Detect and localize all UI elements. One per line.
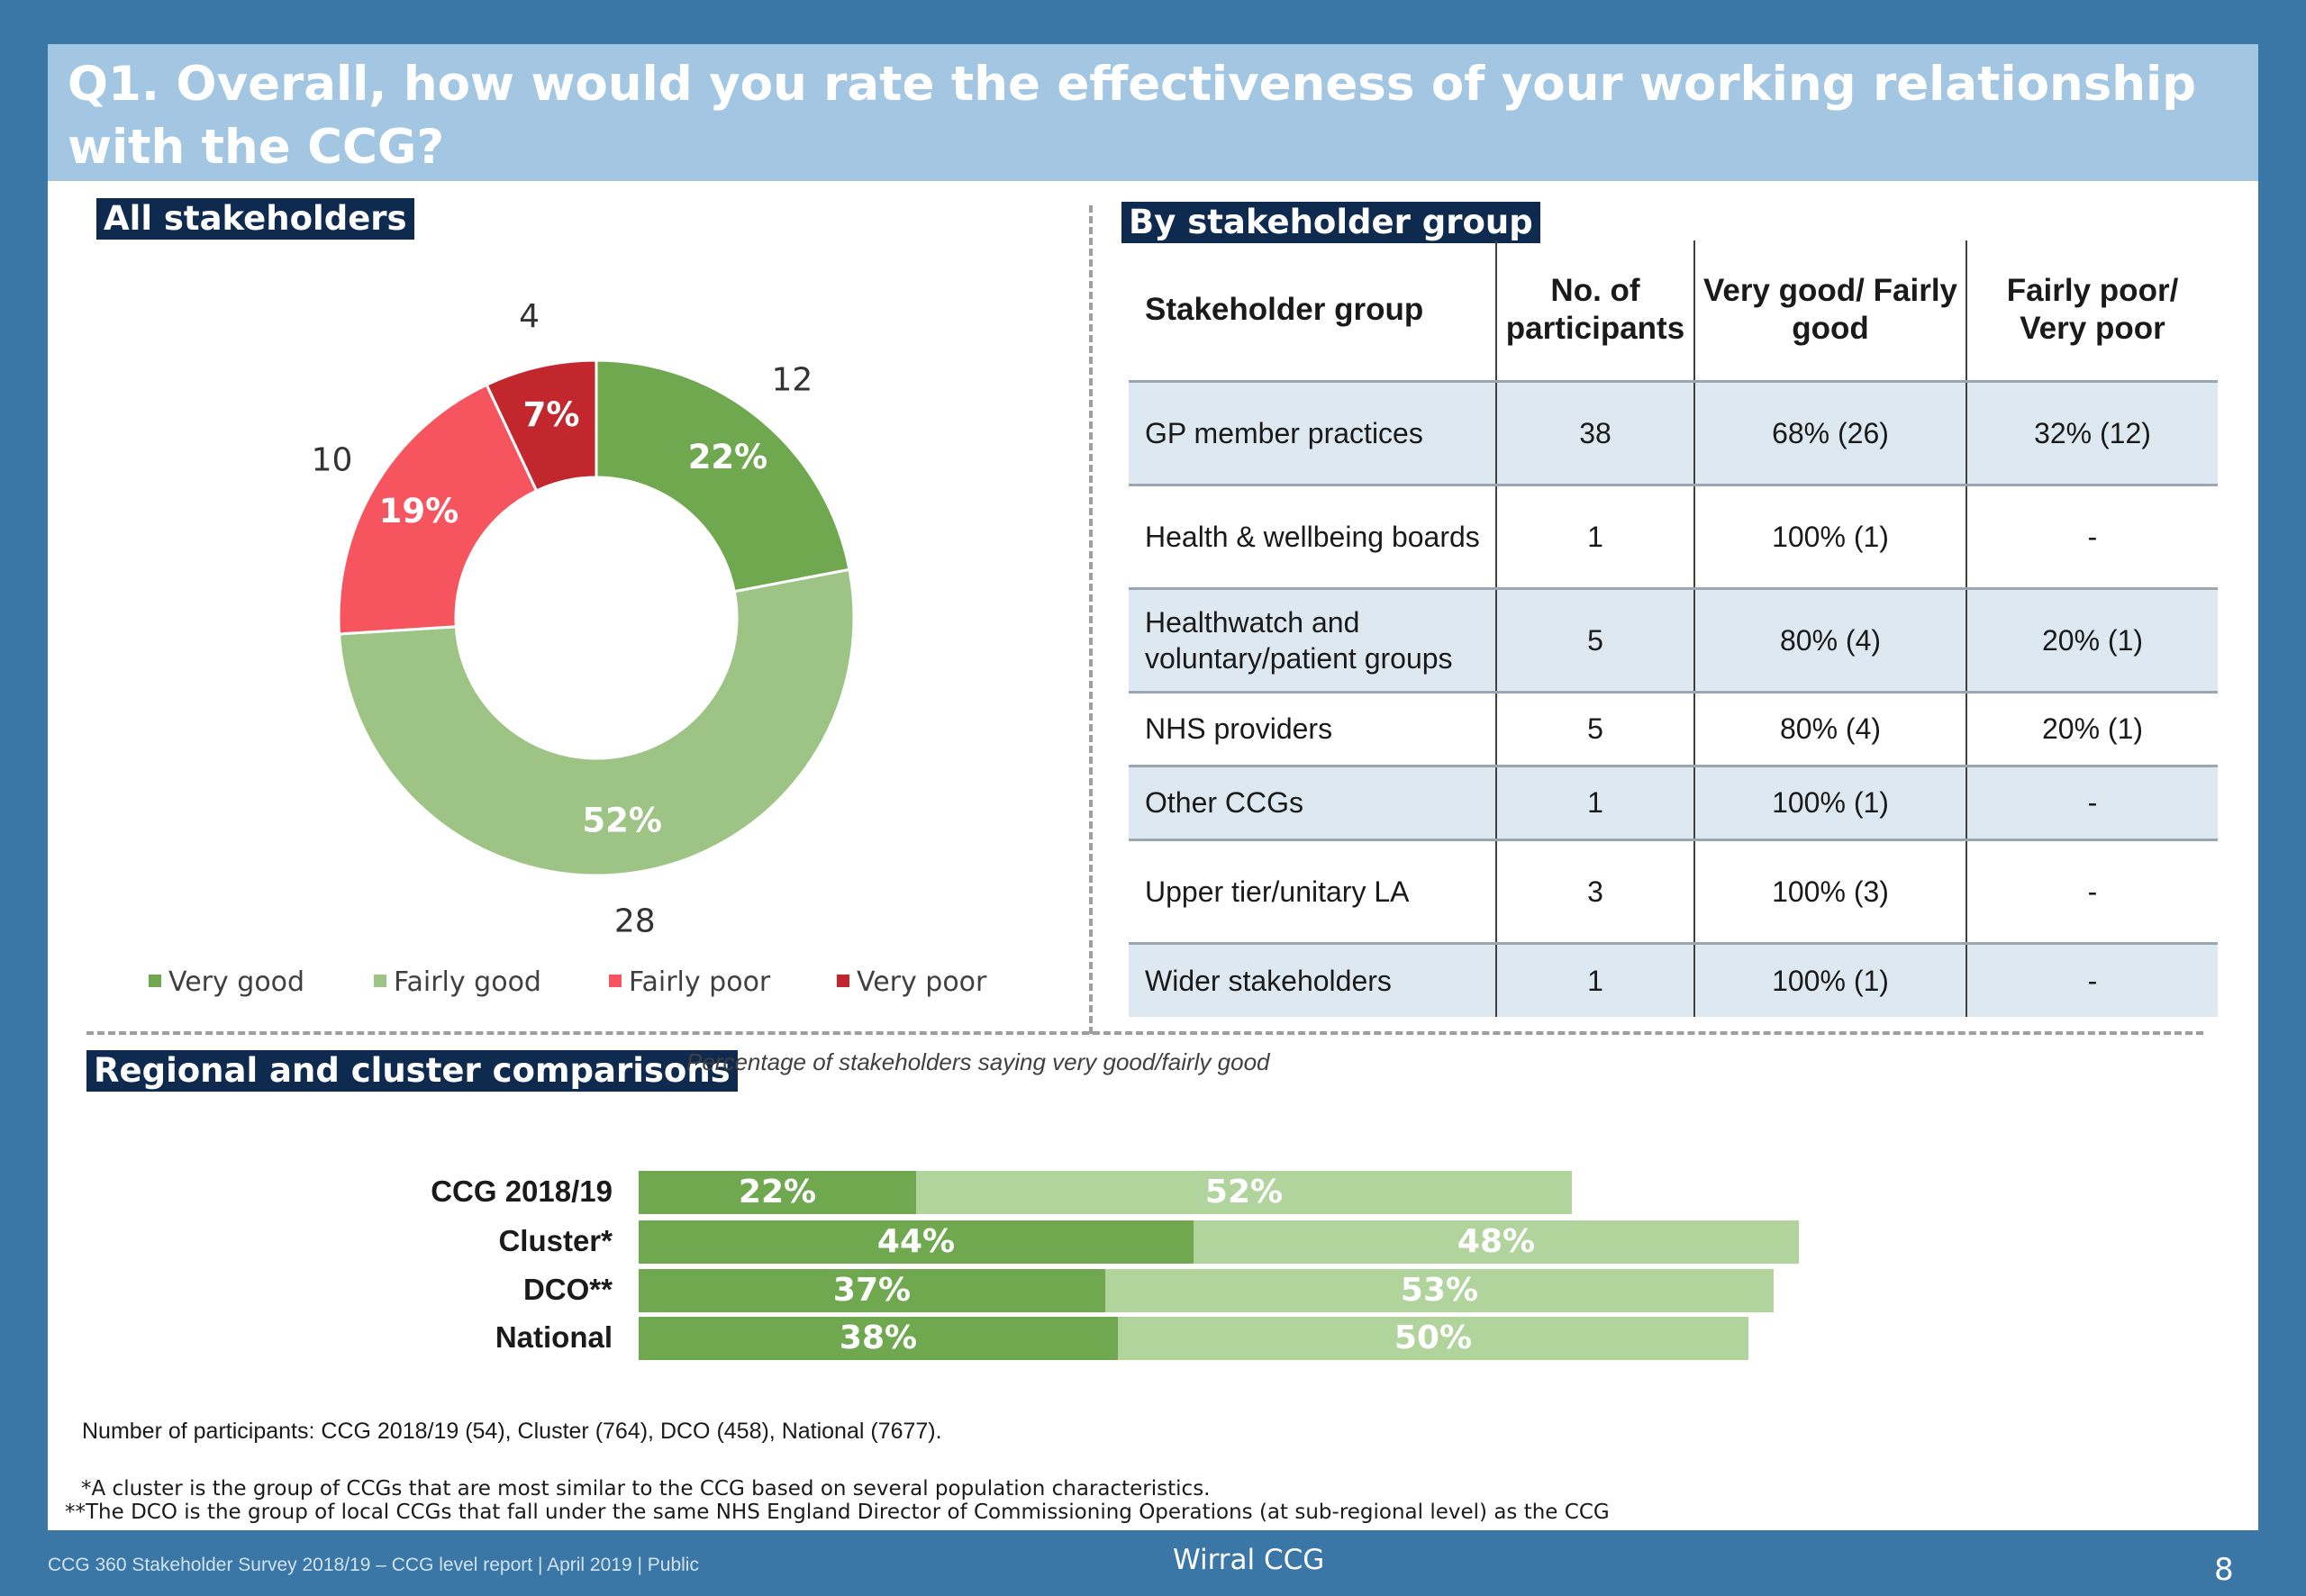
table-cell: - — [1966, 941, 2218, 1017]
table-header: Fairly poor/ Very poor — [1966, 240, 2218, 381]
participants-note: Number of participants: CCG 2018/19 (54)… — [82, 1419, 942, 1444]
table-cell: 3 — [1495, 838, 1694, 943]
table-cell: Health & wellbeing boards — [1129, 483, 1496, 588]
dco-footnote: **The DCO is the group of local CCGs tha… — [65, 1501, 1610, 1524]
table-header: Very good/ Fairly good — [1693, 240, 1966, 381]
table-cell: Upper tier/unitary LA — [1129, 838, 1496, 943]
bar-segment-very-good: 37% — [639, 1269, 1105, 1312]
table-cell: Other CCGs — [1129, 764, 1496, 839]
table-row: Upper tier/unitary LA 3 100% (3) - — [1129, 838, 2218, 943]
table-cell: 80% (4) — [1693, 690, 1966, 766]
legend-swatch-very-poor — [837, 974, 849, 987]
donut-percent-label: 7% — [523, 395, 580, 434]
table-cell: - — [1966, 764, 2218, 839]
legend-label: Very good — [168, 966, 305, 998]
section-label-by-group: By stakeholder group — [1121, 202, 1540, 243]
table-row: Wider stakeholders 1 100% (1) - — [1129, 941, 2218, 1017]
donut-count-label: 4 — [519, 298, 540, 335]
table-row: GP member practices 38 68% (26) 32% (12) — [1129, 379, 2218, 485]
table-cell: 20% (1) — [1966, 690, 2218, 766]
bar-category-label: DCO** — [522, 1273, 613, 1306]
section-label-regional: Regional and cluster comparisons — [86, 1050, 738, 1092]
table-cell: NHS providers — [1129, 690, 1496, 766]
donut-slice-very-poor — [485, 358, 598, 493]
legend-item-very-poor: Very poor — [837, 966, 986, 998]
title-bar: Q1. Overall, how would you rate the effe… — [48, 44, 2258, 181]
table-cell: 1 — [1495, 941, 1694, 1017]
footer-ccg-name: Wirral CCG — [1173, 1544, 1325, 1576]
donut-chart: 22% 12 52% 28 19% 10 7% 4 — [312, 298, 856, 939]
donut-percent-label: 22% — [688, 438, 768, 476]
donut-slice-fairly-good — [337, 567, 856, 877]
table-cell: 100% (1) — [1693, 483, 1966, 588]
legend-label: Fairly good — [394, 966, 541, 998]
table-header: Stakeholder group — [1145, 292, 1424, 328]
legend-swatch-very-good — [149, 974, 161, 987]
bar-segment-fairly-good: 50% — [1118, 1317, 1748, 1360]
vertical-divider — [1089, 205, 1093, 1034]
bar-segment-very-good: 38% — [639, 1317, 1118, 1360]
horizontal-divider — [86, 1031, 2203, 1035]
table-cell: 100% (3) — [1693, 838, 1966, 943]
bar-category-label: CCG 2018/19 — [431, 1174, 613, 1208]
table-cell: 100% (1) — [1693, 764, 1966, 839]
table-cell: 38 — [1495, 379, 1694, 485]
table-cell: Healthwatch and voluntary/patient groups — [1129, 586, 1496, 692]
table-row: NHS providers 5 80% (4) 20% (1) — [1129, 690, 2218, 766]
table-cell: 5 — [1495, 586, 1694, 692]
table-cell: 68% (26) — [1693, 379, 1966, 485]
section-label-all: All stakeholders — [96, 198, 414, 240]
table-cell: 20% (1) — [1966, 586, 2218, 692]
table-row: Health & wellbeing boards 1 100% (1) - — [1129, 483, 2218, 588]
donut-count-label: 28 — [614, 902, 656, 939]
table-row: Healthwatch and voluntary/patient groups… — [1129, 586, 2218, 692]
donut-count-label: 12 — [771, 361, 813, 398]
donut-count-label: 10 — [312, 441, 353, 478]
stakeholder-table: Stakeholder group No. of participants Ve… — [1129, 240, 2218, 1017]
donut-percent-label: 52% — [582, 802, 662, 840]
bar-segment-very-good: 44% — [639, 1220, 1194, 1264]
legend-item-fairly-poor: Fairly poor — [609, 966, 770, 998]
bar-category-label: Cluster* — [498, 1224, 613, 1257]
legend-label: Very poor — [857, 966, 987, 998]
table-cell: - — [1966, 483, 2218, 588]
page-title: Q1. Overall, how would you rate the effe… — [68, 57, 2197, 175]
table-cell: 1 — [1495, 483, 1694, 588]
bar-segment-fairly-good: 52% — [916, 1171, 1572, 1214]
legend-item-fairly-good: Fairly good — [374, 966, 541, 998]
table-cell: 80% (4) — [1693, 586, 1966, 692]
table-cell: 1 — [1495, 764, 1694, 839]
table-cell: 100% (1) — [1693, 941, 1966, 1017]
cluster-footnote: *A cluster is the group of CCGs that are… — [81, 1477, 1211, 1501]
donut-slice-fairly-poor — [337, 383, 539, 636]
table-cell: - — [1966, 838, 2218, 943]
bar-segment-very-good: 22% — [639, 1171, 916, 1214]
regional-subtitle: Percentage of stakeholders saying very g… — [686, 1048, 1270, 1075]
bar-category-label: National — [495, 1320, 613, 1354]
table-cell: GP member practices — [1129, 379, 1496, 485]
table-header-row: Stakeholder group No. of participants Ve… — [1129, 240, 2218, 381]
page-number: 8 — [2214, 1552, 2234, 1588]
legend-label: Fairly poor — [629, 966, 771, 998]
table-cell: 5 — [1495, 690, 1694, 766]
table-cell: Wider stakeholders — [1129, 941, 1496, 1017]
donut-slice-very-good — [595, 358, 851, 594]
legend-item-very-good: Very good — [149, 966, 304, 998]
table-row: Other CCGs 1 100% (1) - — [1129, 764, 2218, 839]
legend-swatch-fairly-poor — [609, 974, 622, 987]
table-cell: 32% (12) — [1966, 379, 2218, 485]
donut-percent-label: 19% — [379, 492, 459, 530]
bar-segment-fairly-good: 48% — [1194, 1220, 1799, 1264]
table-header: No. of participants — [1495, 240, 1694, 381]
bar-segment-fairly-good: 53% — [1105, 1269, 1774, 1312]
footer-report-info: CCG 360 Stakeholder Survey 2018/19 – CCG… — [48, 1555, 699, 1575]
legend-swatch-fairly-good — [374, 974, 386, 987]
